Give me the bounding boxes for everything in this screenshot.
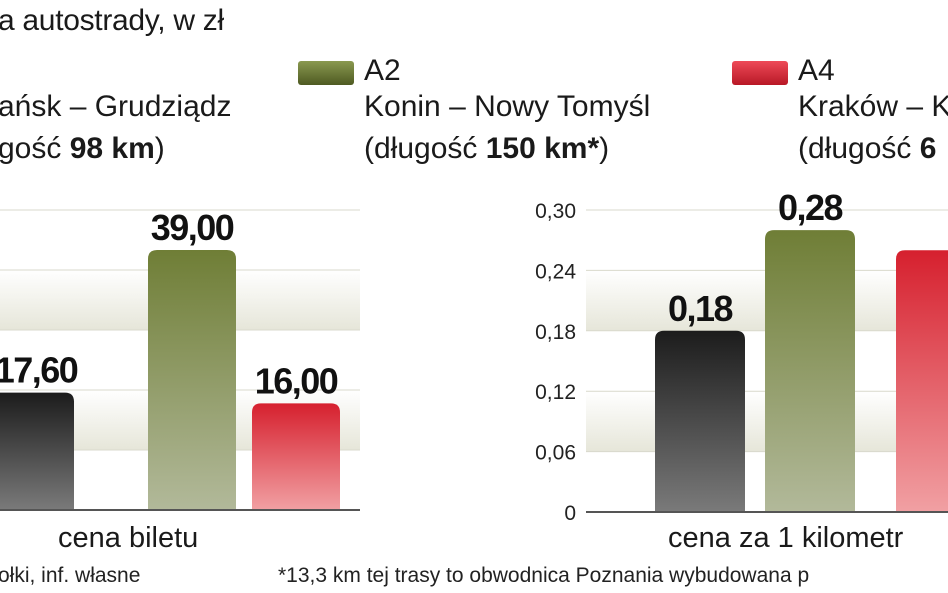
chart-1-value-label-1: 39,00 [151, 207, 234, 248]
legend-swatch-a4 [732, 61, 788, 85]
chart-2-bar-1 [765, 230, 855, 512]
chart-1-value-label-2: 16,00 [255, 360, 338, 401]
chart-2-ytick-label: 0,30 [535, 200, 576, 223]
chart-2-ytick-label: 0,06 [535, 442, 576, 465]
chart-1-bar-1 [148, 250, 236, 510]
legend-name-a2: A2 [364, 54, 401, 87]
footer-note: *13,3 km tej trasy to obwodnica Poznania… [278, 564, 810, 587]
chart-1-value-label-0: 17,60 [0, 350, 78, 391]
chart-2-value-label-0: 0,18 [668, 288, 733, 329]
legend-length-a2: (długość 150 km*) [364, 132, 610, 165]
chart-2-ytick-label: 0,12 [535, 381, 576, 404]
chart-2-xlabel: cena za 1 kilometr [668, 522, 904, 554]
footer-source: ołki, inf. własne [0, 564, 141, 587]
chart-2-ytick-label: 0 [564, 502, 576, 525]
legend-length-a1: gość 98 km) [0, 132, 165, 165]
chart-2-ytick-label: 0,24 [535, 260, 576, 283]
legend-route-a1: ańsk – Grudziądz [0, 90, 232, 123]
chart-1-bar-2 [252, 403, 340, 510]
chart-2-ytick-label: 0,18 [535, 321, 576, 344]
legend-swatch-a2 [298, 61, 354, 85]
chart-1-bar-0 [0, 392, 74, 510]
chart-2-bar-2 [896, 250, 948, 512]
chart-1-xlabel: cena biletu [58, 522, 199, 554]
legend-length-a4: (długość 6 [798, 132, 937, 165]
legend-route-a4: Kraków – K [798, 90, 948, 123]
chart-2-value-label-1: 0,28 [778, 187, 843, 228]
legend-route-a2: Konin – Nowy Tomyśl [364, 90, 651, 123]
legend-name-a4: A4 [798, 54, 835, 87]
chart-subtitle: a autostrady, w zł [0, 4, 224, 37]
chart-2-bar-0 [655, 330, 745, 512]
